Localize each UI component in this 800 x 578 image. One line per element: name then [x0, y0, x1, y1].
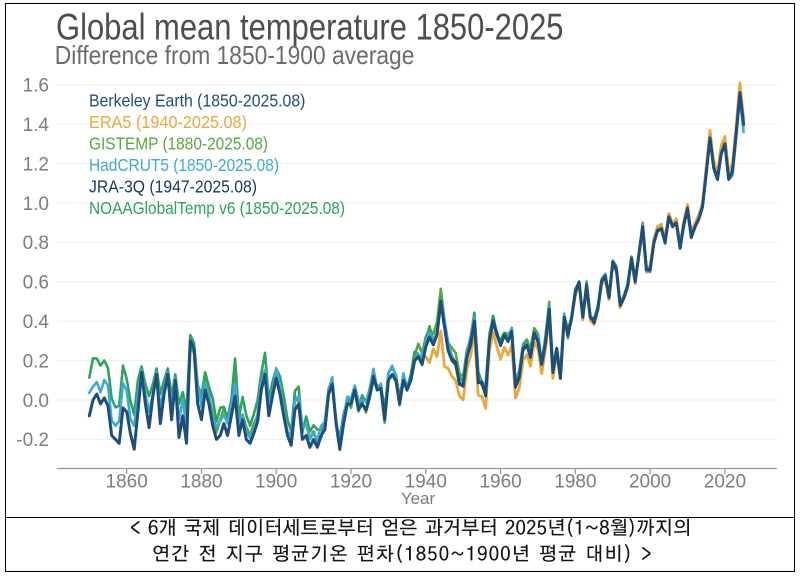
svg-text:1960: 1960	[479, 472, 521, 493]
svg-text:1880: 1880	[180, 472, 222, 493]
svg-text:1.4: 1.4	[23, 115, 50, 136]
svg-text:2000: 2000	[629, 472, 671, 493]
svg-text:0.4: 0.4	[23, 312, 50, 333]
svg-text:Difference from 1850-1900 aver: Difference from 1850-1900 average	[55, 42, 415, 70]
svg-text:1.0: 1.0	[23, 194, 49, 215]
svg-text:Berkeley Earth (1850-2025.08): Berkeley Earth (1850-2025.08)	[89, 91, 305, 111]
svg-text:1.6: 1.6	[23, 76, 49, 97]
svg-text:1900: 1900	[255, 472, 297, 493]
svg-text:0.2: 0.2	[23, 351, 49, 372]
svg-text:GISTEMP (1880-2025.08): GISTEMP (1880-2025.08)	[89, 134, 268, 154]
svg-text:Global mean temperature 1850-2: Global mean temperature 1850-2025	[56, 7, 564, 48]
svg-text:Year: Year	[401, 489, 436, 508]
svg-text:1980: 1980	[554, 472, 596, 493]
svg-text:2020: 2020	[704, 472, 746, 493]
svg-text:1920: 1920	[330, 472, 372, 493]
svg-text:JRA-3Q (1947-2025.08): JRA-3Q (1947-2025.08)	[89, 176, 257, 196]
svg-text:NOAAGlobalTemp v6 (1850-2025.0: NOAAGlobalTemp v6 (1850-2025.08)	[89, 198, 345, 218]
svg-text:HadCRUT5 (1850-2025.08): HadCRUT5 (1850-2025.08)	[89, 155, 279, 175]
svg-text:1860: 1860	[106, 472, 148, 493]
svg-text:1.2: 1.2	[23, 154, 49, 175]
svg-text:-0.2: -0.2	[16, 430, 49, 451]
svg-text:0.8: 0.8	[23, 233, 49, 254]
svg-text:0.0: 0.0	[23, 391, 49, 412]
svg-text:1940: 1940	[405, 472, 447, 493]
svg-text:ERA5 (1940-2025.08): ERA5 (1940-2025.08)	[89, 112, 247, 132]
svg-text:0.6: 0.6	[23, 273, 49, 294]
